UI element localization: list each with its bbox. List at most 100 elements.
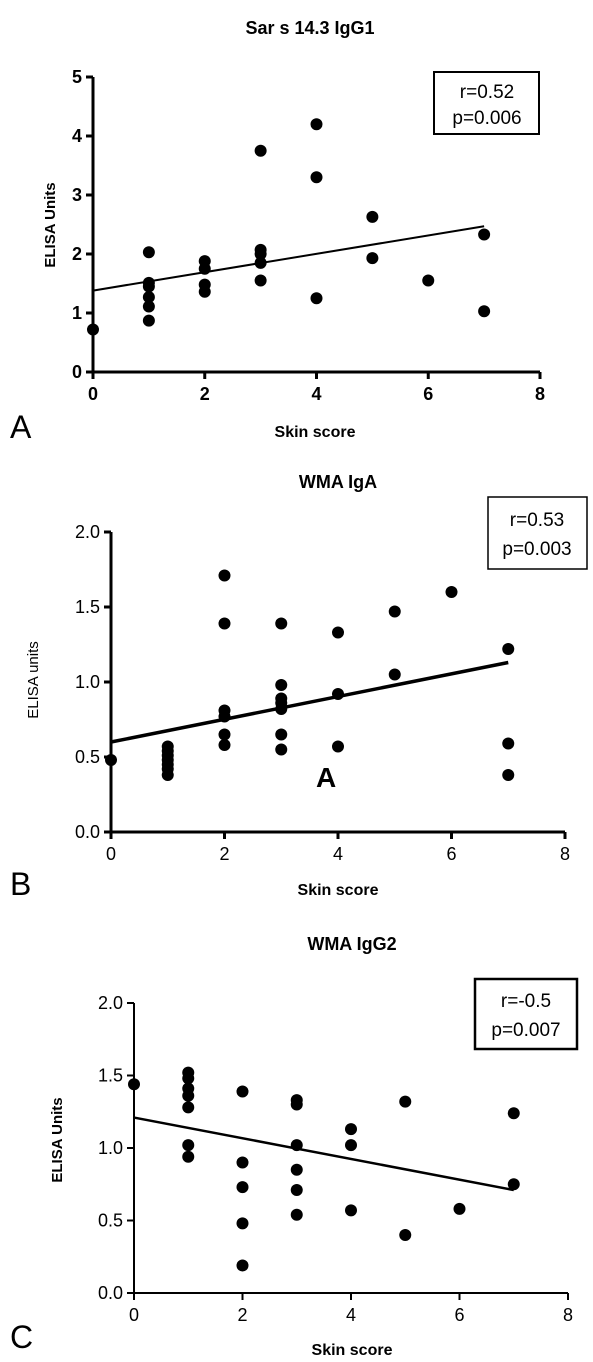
panel-b-data-point [445, 586, 458, 598]
panel-b-stat-r: r=0.53 [510, 510, 564, 531]
panel-a-data-point [366, 210, 379, 223]
panel-a-y-tick-label: 0 [72, 362, 82, 382]
panel-a-data-point [310, 118, 323, 131]
panel-c-data-point [290, 1184, 303, 1197]
panel-c-x-axis-label: Skin score [312, 1342, 393, 1359]
panel-a-y-tick-label: 2 [72, 244, 82, 264]
panel-c-data-point [236, 1259, 249, 1272]
panel-a-data-point [142, 246, 155, 259]
panel-b-data-point [275, 679, 288, 691]
panel-a-plot: 0 2 4 6 8 0 1 2 3 4 5 [72, 67, 545, 404]
panel-c-stat-r: r=-0.5 [501, 991, 551, 1012]
panel-b-stats-box [487, 496, 588, 570]
panel-c-y-tick-label: 0.0 [98, 1283, 123, 1303]
panel-a-data-point [478, 228, 491, 241]
panel-b-data-point [332, 740, 344, 753]
panel-c-data-point [182, 1072, 195, 1085]
panel-c-y-tick-label: 0.5 [98, 1211, 123, 1231]
panel-b-data-point [218, 739, 231, 751]
panel-b-data-point [502, 643, 515, 655]
panel-a-x-tick-label: 4 [311, 384, 321, 404]
panel-c-data-point [290, 1163, 303, 1176]
panel-c-title: WMA IgG2 [307, 934, 396, 954]
panel-c-stat-p: p=0.007 [491, 1020, 560, 1041]
panel-a-data-point [310, 292, 323, 305]
panel-a-data-point [254, 274, 267, 287]
panel-b-y-axis-label: ELISA units [25, 641, 42, 719]
panel-c-data-point [345, 1123, 357, 1136]
panel-c-letter: C [10, 1319, 33, 1355]
panel-b-x-tick-label: 8 [560, 844, 570, 864]
panel-b-x-tick-label: 2 [219, 844, 229, 864]
panel-b-stat-p: p=0.003 [502, 539, 571, 560]
panel-a-data-point [142, 280, 155, 293]
panel-b-data-point [105, 754, 117, 766]
panel-b-letter: B [10, 866, 31, 902]
panel-a-data-point [254, 256, 267, 269]
panel-a-data-point [478, 305, 491, 318]
panel-a-title: Sar s 14.3 IgG1 [245, 18, 374, 38]
panel-a-x-tick-label: 6 [423, 384, 433, 404]
panel-c-data-point [236, 1181, 249, 1194]
panel-c-data-point [345, 1139, 357, 1152]
panel-c-plot: 0 2 4 6 8 0.0 0.5 1.0 1.5 2.0 [98, 993, 573, 1325]
panel-c-x-tick-label: 6 [454, 1305, 464, 1325]
panel-b-title: WMA IgA [299, 472, 377, 492]
panel-b-y-tick-label: 0.0 [75, 822, 100, 842]
panel-a: Sar s 14.3 IgG1 Skin score ELISA Units A… [10, 18, 545, 445]
panel-b-y-tick-label: 2.0 [75, 522, 100, 542]
panel-a-data-point [198, 262, 211, 275]
panel-b-y-tick-label: 1.5 [75, 597, 100, 617]
panel-a-y-tick-label: 4 [72, 126, 82, 146]
panel-c-data-point [399, 1095, 412, 1108]
panel-c: WMA IgG2 Skin score ELISA Units C r=-0.5… [10, 934, 579, 1359]
panel-c-data-point [182, 1089, 195, 1102]
panel-b-data-point [388, 605, 401, 618]
panel-b-data-point [218, 710, 231, 723]
panel-a-data-point [142, 300, 155, 313]
panel-a-stat-p: p=0.006 [452, 108, 521, 129]
panel-c-y-tick-label: 2.0 [98, 993, 123, 1013]
panel-b-data-point [332, 688, 344, 700]
panel-c-data-point [345, 1204, 357, 1217]
panel-c-data-point [182, 1101, 195, 1114]
panel-a-data-point [254, 248, 267, 260]
panel-b-data-point [502, 737, 515, 750]
panel-b-x-axis-label: Skin score [298, 882, 379, 899]
panel-b-y-tick-label: 1.0 [75, 672, 100, 692]
panel-c-x-tick-label: 4 [346, 1305, 356, 1325]
panel-b-data-point [275, 617, 288, 630]
panel-c-data-point [290, 1208, 303, 1221]
panel-c-x-tick-label: 0 [129, 1305, 139, 1325]
panel-c-data-point [236, 1217, 249, 1230]
panel-b-plot: 0 2 4 6 8 0.0 0.5 1.0 1.5 2.0 [75, 522, 570, 864]
panel-c-x-tick-label: 8 [563, 1305, 573, 1325]
panel-b-x-tick-label: 6 [446, 844, 456, 864]
panel-a-y-tick-label: 1 [72, 303, 82, 323]
panel-a-data-point [422, 274, 435, 287]
panel-b-data-point [218, 569, 231, 582]
panel-c-data-point [453, 1202, 466, 1215]
panel-a-y-axis-label: ELISA Units [42, 182, 59, 267]
panel-c-stats-box [473, 977, 579, 1051]
panel-b-data-point [275, 703, 288, 715]
panel-b-y-tick-label: 0.5 [75, 747, 100, 767]
panel-b-data-point [388, 668, 401, 681]
panel-b-data-point [502, 769, 515, 781]
panel-c-x-tick-label: 2 [237, 1305, 247, 1325]
panel-a-x-tick-label: 0 [88, 384, 98, 404]
panel-b-data-point [161, 769, 174, 781]
panel-a-data-point [198, 285, 211, 298]
panel-b-x-tick-label: 4 [333, 844, 343, 864]
panel-c-data-point [236, 1156, 249, 1169]
panel-a-letter: A [10, 409, 32, 445]
panel-a-regression-line [92, 225, 485, 292]
panel-c-data-point [290, 1098, 303, 1111]
panel-c-y-tick-label: 1.5 [98, 1066, 123, 1086]
panel-c-data-point [128, 1078, 140, 1091]
panel-a-data-point [142, 291, 155, 304]
panel-c-data-point [507, 1178, 520, 1191]
panel-a-x-axis-label: Skin score [275, 424, 356, 441]
panel-a-stats-box [433, 71, 540, 135]
